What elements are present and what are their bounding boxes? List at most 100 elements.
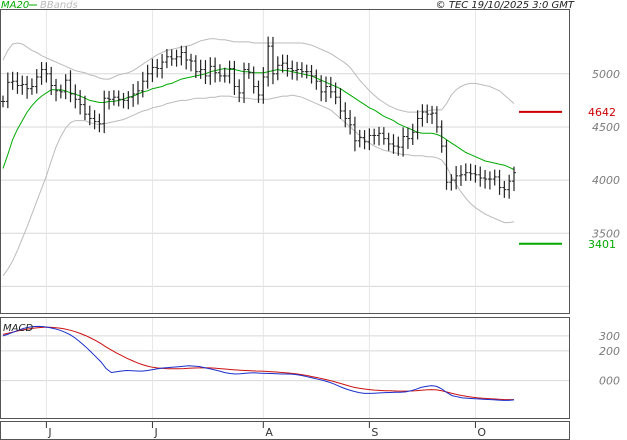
price-bar	[116, 90, 121, 107]
price-bar	[58, 84, 63, 99]
price-bar	[92, 110, 97, 130]
macd-panel-label: MACD	[3, 323, 33, 334]
price-bar	[391, 134, 396, 154]
copyright-text: © TEC 19/10/2025 3:0 GMT	[436, 0, 575, 11]
price-y-tick-label: 4000	[592, 174, 620, 187]
price-bar	[352, 116, 357, 152]
price-bar	[507, 174, 512, 199]
price-panel-frame	[0, 9, 570, 314]
price-bar	[227, 60, 232, 84]
x-tick-label: A	[265, 426, 273, 439]
price-bar	[396, 136, 401, 156]
reference-line-label: 4642	[588, 106, 616, 119]
price-bar	[420, 104, 425, 127]
price-bar	[338, 88, 343, 119]
legend-ma20-label: MA20	[1, 0, 29, 11]
price-bar	[323, 76, 328, 103]
macd-y-tick-label: 200	[599, 345, 620, 358]
price-bar	[478, 166, 483, 187]
reference-line-label: 3401	[588, 238, 616, 251]
price-bar	[198, 59, 203, 79]
price-bar	[512, 166, 516, 192]
macd-y-axis: 300 200 000	[599, 330, 620, 388]
legend: MA20 BBands	[1, 0, 78, 11]
price-bar	[285, 54, 290, 77]
x-tick-label: S	[371, 426, 378, 439]
price-bar	[49, 66, 54, 96]
price-y-tick-label: 3500	[592, 227, 620, 240]
price-bar	[179, 45, 184, 66]
price-bar	[126, 91, 131, 110]
price-bar	[425, 104, 430, 124]
x-tick-label: J	[47, 426, 51, 439]
price-bar	[217, 64, 222, 82]
price-bar	[1, 95, 5, 108]
price-bar	[295, 61, 300, 81]
price-bar	[44, 62, 49, 83]
price-bar	[39, 61, 44, 85]
price-bar	[386, 132, 391, 151]
price-bar	[290, 60, 295, 80]
price-bar	[434, 106, 439, 133]
price-bar	[266, 36, 271, 87]
price-bar	[203, 60, 208, 84]
price-bar	[444, 139, 449, 190]
price-bar	[135, 81, 140, 105]
price-bar	[63, 74, 68, 100]
price-bar	[410, 123, 415, 146]
price-bar	[169, 49, 174, 66]
price-bar	[362, 130, 367, 150]
price-gridlines	[1, 10, 569, 313]
price-bar	[468, 163, 473, 181]
price-bar	[348, 110, 353, 135]
price-bar	[121, 92, 126, 109]
price-y-axis: 3500 4000 4500 5000	[592, 68, 620, 240]
price-bar	[242, 62, 247, 104]
price-bar	[299, 62, 304, 78]
price-bars-layer	[1, 36, 516, 199]
macd-y-tick-label: 000	[599, 375, 620, 388]
price-bar	[97, 113, 102, 133]
x-tick-label: J	[153, 426, 157, 439]
price-bar	[68, 70, 73, 103]
price-bar	[449, 174, 454, 191]
price-bar	[20, 75, 25, 95]
price-bar	[275, 56, 280, 81]
ma20-layer	[2, 67, 515, 170]
price-bar	[213, 57, 218, 83]
price-bar	[367, 128, 372, 151]
price-bar	[497, 169, 502, 195]
price-bar	[463, 163, 468, 181]
ma20-line	[2, 67, 515, 170]
price-bar	[502, 180, 507, 198]
price-bar	[73, 84, 78, 109]
price-bar	[314, 69, 319, 90]
macd-lines-layer	[2, 325, 515, 401]
price-bar	[107, 90, 112, 110]
price-bar	[487, 171, 492, 190]
price-bar	[160, 54, 165, 79]
price-bar	[54, 78, 59, 102]
price-bar	[401, 127, 406, 157]
price-bar	[261, 67, 266, 104]
legend-bbands-label: BBands	[40, 0, 78, 11]
macd-y-tick-label: 300	[599, 330, 620, 343]
price-bar	[280, 54, 285, 73]
price-bar	[232, 60, 237, 95]
price-bar	[377, 126, 382, 146]
price-bar	[357, 129, 362, 148]
price-bar	[174, 49, 179, 67]
price-bar	[483, 170, 488, 189]
price-bar	[140, 71, 145, 98]
price-bar	[405, 127, 410, 149]
price-bar	[150, 58, 155, 83]
price-bar	[5, 72, 10, 109]
price-bar	[473, 165, 478, 183]
price-bar	[328, 76, 333, 99]
price-bar	[102, 90, 107, 134]
price-y-tick-label: 5000	[592, 68, 620, 81]
price-bar	[256, 80, 261, 103]
price-bar	[430, 105, 435, 124]
